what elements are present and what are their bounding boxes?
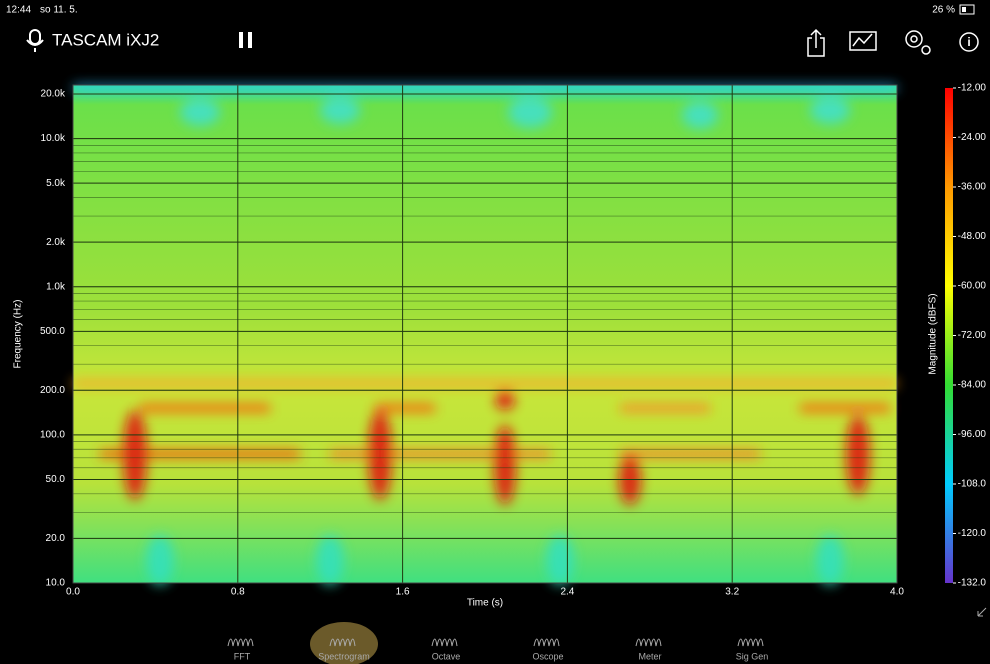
- x-axis-title: Time (s): [467, 598, 503, 609]
- colorbar-title: Magnitude (dBFS): [928, 293, 939, 374]
- tab[interactable]: Spectrogram: [310, 622, 378, 664]
- y-tick-label: 20.0: [46, 533, 66, 544]
- tab-bar: FFT Spectrogram Octave Oscope Meter Sig Gen: [228, 622, 768, 664]
- y-axis-title: Frequency (Hz): [13, 300, 24, 369]
- colorbar-tick-label: -84.00: [958, 380, 987, 391]
- y-tick-label: 500.0: [40, 326, 65, 337]
- app-screen: 12:44 so 11. 5. 26 % TASCAM iXJ2 i: [0, 0, 990, 664]
- colorbar-tick-label: -48.00: [958, 231, 987, 242]
- tab-label: Spectrogram: [318, 651, 370, 661]
- screen: 12:44 so 11. 5. 26 % TASCAM iXJ2 i: [0, 0, 990, 664]
- colorbar-tick-label: -36.00: [958, 182, 987, 193]
- tab-icon: [432, 639, 457, 646]
- x-tick-label: 0.0: [66, 587, 80, 598]
- mic-icon[interactable]: [27, 30, 43, 52]
- colorbar-tick-label: -72.00: [958, 330, 987, 341]
- colorbar-tick-label: -12.00: [958, 83, 987, 94]
- y-tick-label: 50.0: [46, 474, 66, 485]
- y-tick-label: 2.0k: [46, 237, 66, 248]
- tab-icon: [228, 639, 253, 646]
- battery-fill: [962, 7, 966, 12]
- tab-label: Oscope: [532, 651, 563, 661]
- pause-button[interactable]: [239, 32, 252, 48]
- tab-icon: [534, 639, 559, 646]
- status-time: 12:44: [6, 5, 31, 16]
- x-tick-label: 3.2: [725, 587, 739, 598]
- tab[interactable]: FFT: [228, 639, 253, 661]
- colorbar-tick-label: -120.0: [958, 528, 987, 539]
- y-tick-label: 100.0: [40, 430, 65, 441]
- colorbar-tick-label: -96.00: [958, 429, 987, 440]
- tab-icon: [636, 639, 661, 646]
- info-glyph: i: [967, 35, 970, 49]
- x-tick-label: 2.4: [560, 587, 574, 598]
- share-button[interactable]: [808, 30, 824, 56]
- x-tick-label: 1.6: [396, 587, 410, 598]
- y-tick-label: 20.0k: [41, 89, 66, 100]
- tab-icon: [738, 639, 763, 646]
- collapse-icon[interactable]: [978, 608, 986, 616]
- info-button[interactable]: i: [960, 33, 978, 51]
- colorbar: [945, 88, 953, 583]
- x-tick-label: 4.0: [890, 587, 904, 598]
- colorbar-tick-label: -108.0: [958, 479, 987, 490]
- spectrogram-image: [73, 85, 897, 585]
- tab-label: FFT: [234, 651, 251, 661]
- status-date: so 11. 5.: [40, 5, 78, 16]
- tab-label: Sig Gen: [736, 651, 769, 661]
- y-tick-label: 10.0: [46, 578, 66, 589]
- tab[interactable]: Meter: [636, 639, 662, 661]
- battery-level: 26 %: [932, 5, 955, 16]
- y-tick-label: 10.0k: [41, 133, 66, 144]
- y-tick-label: 200.0: [40, 385, 65, 396]
- colorbar-tick-label: -24.00: [958, 132, 987, 143]
- y-tick-label: 5.0k: [46, 178, 66, 189]
- tab[interactable]: Octave: [432, 639, 461, 661]
- tab-label: Octave: [432, 651, 461, 661]
- tab-label: Meter: [638, 651, 661, 661]
- device-name[interactable]: TASCAM iXJ2: [52, 30, 159, 49]
- y-tick-label: 1.0k: [46, 281, 66, 292]
- settings-button[interactable]: [906, 31, 930, 54]
- tab[interactable]: Oscope: [532, 639, 563, 661]
- colorbar-tick-label: -60.00: [958, 281, 987, 292]
- chart-button[interactable]: [850, 32, 876, 50]
- x-tick-label: 0.8: [231, 587, 245, 598]
- colorbar-tick-label: -132.0: [958, 578, 987, 589]
- tab[interactable]: Sig Gen: [736, 639, 769, 661]
